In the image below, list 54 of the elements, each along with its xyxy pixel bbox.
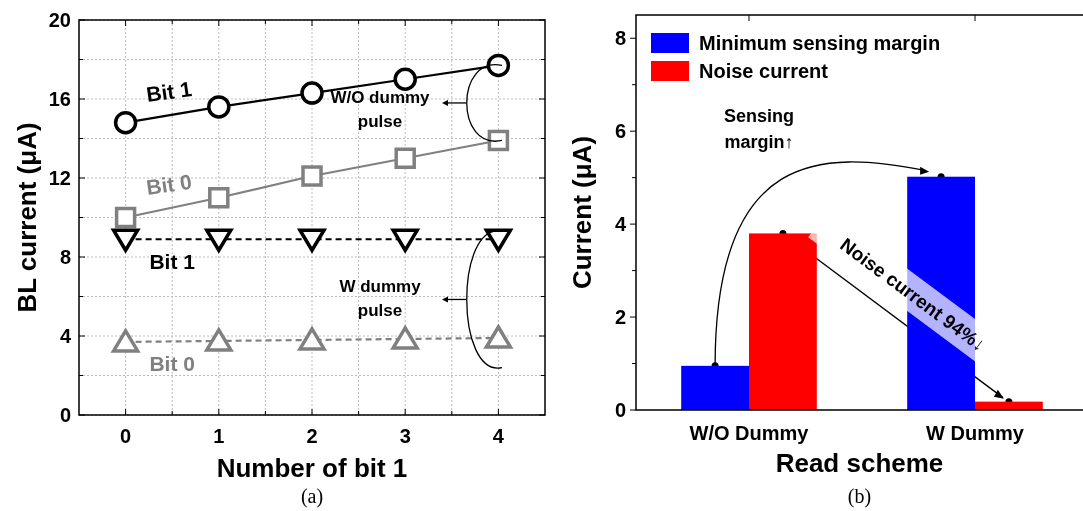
y-axis-title: BL current (μA) [12,122,42,313]
text: Bit 0 [144,169,194,199]
point [208,187,230,209]
point [114,206,137,229]
x-tick-label: 1 [213,425,225,447]
text: (b) [847,485,872,508]
point [391,228,419,252]
y-tick-label: 12 [48,167,71,189]
point [486,53,511,78]
y-tick-label: 16 [48,88,71,110]
bar [681,365,749,410]
point [487,129,510,152]
series-label: Bit 1 [149,250,196,274]
y-tick-label: 0 [614,399,626,421]
y-tick-label: 6 [614,120,626,143]
x-tick-label: 0 [120,425,132,447]
point [391,326,419,350]
annotation: W/O dummy pulse [330,87,431,131]
legend-label: Noise current [699,60,829,82]
y-axis-title: Current (μA) [567,135,597,290]
legend-label: Minimum sensing margin [699,32,941,54]
point [484,325,513,349]
x-tick-label: 2 [306,425,318,447]
annotation: W dummy pulse [339,277,422,321]
x-tick-label: 3 [399,425,411,447]
x-axis-title: Number of bit 1 [216,453,408,483]
y-tick-label: 4 [59,325,72,347]
point [301,165,323,187]
y-tick-label: 8 [59,246,71,268]
point [111,228,140,252]
x-tick-label: 4 [492,425,505,447]
y-tick-label: 4 [614,213,627,236]
point [205,228,233,252]
y-tick-label: 2 [614,306,626,329]
series-label: Bit 0 [149,352,195,376]
point [298,228,326,252]
x-tick-label: W/O Dummy [689,422,810,444]
y-tick-label: 8 [614,27,626,50]
point [111,329,140,353]
point [205,328,233,352]
x-tick-label: W Dummy [926,422,1025,444]
annotation: Sensing margin↑ [723,105,795,152]
point [393,67,417,91]
point [394,147,416,169]
y-tick-label: 0 [59,404,71,426]
y-tick-label: 20 [48,9,71,31]
text: Bit 1 [144,76,194,107]
point [484,228,513,252]
point [113,110,138,135]
x-axis-title: Read scheme [775,448,944,478]
point [298,327,326,351]
text: (a) [300,485,324,508]
point [300,81,324,105]
point [207,95,231,119]
